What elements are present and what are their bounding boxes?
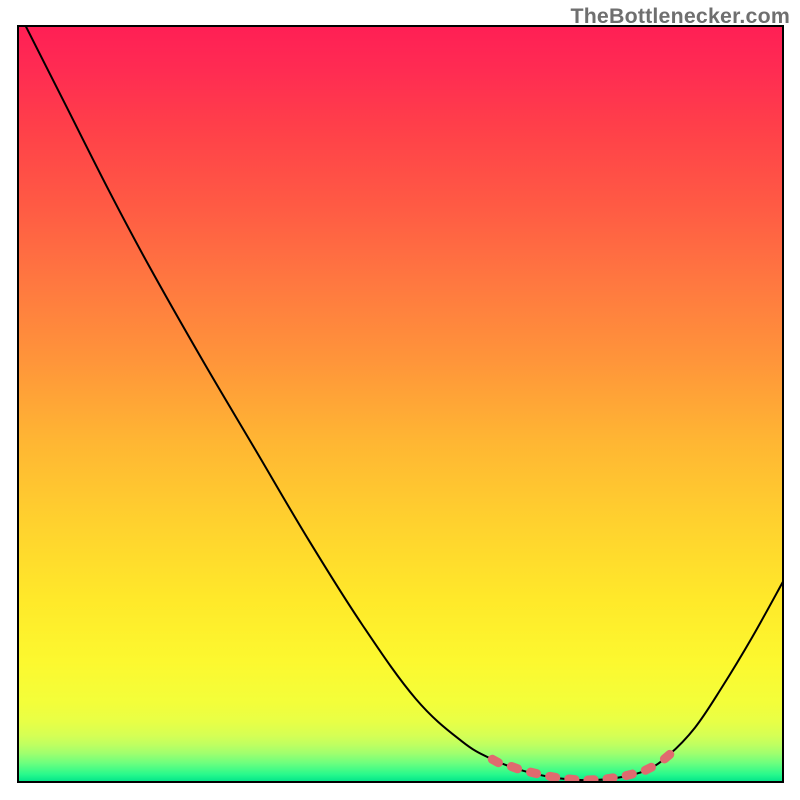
optimal-marker: [550, 776, 556, 777]
chart-stage: TheBottlenecker.com: [0, 0, 800, 800]
attribution-label: TheBottlenecker.com: [570, 4, 790, 29]
optimal-marker: [531, 772, 537, 774]
optimal-marker: [511, 767, 517, 769]
optimal-marker: [569, 779, 575, 780]
optimal-marker: [607, 778, 613, 779]
optimal-marker: [664, 754, 669, 759]
gradient-background: [18, 26, 783, 782]
optimal-marker: [492, 759, 498, 762]
optimal-marker: [626, 774, 632, 776]
optimal-marker: [645, 767, 651, 770]
chart-svg: [0, 0, 800, 800]
